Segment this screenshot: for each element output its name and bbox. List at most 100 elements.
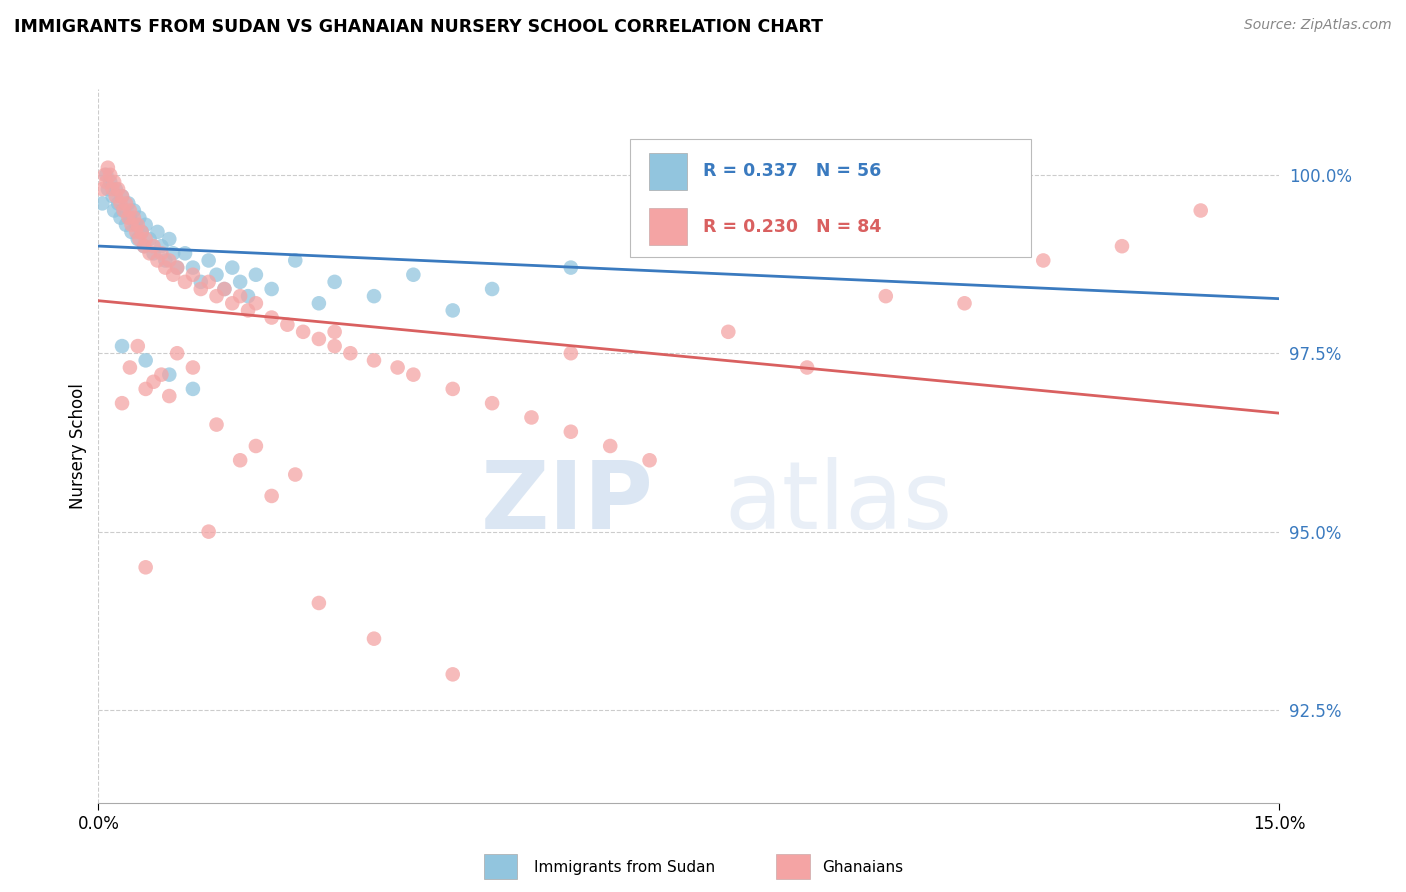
Point: [323, 325, 346, 339]
Point: [284, 467, 307, 482]
Point: [101, 189, 124, 203]
Point: [166, 260, 188, 275]
FancyBboxPatch shape: [648, 209, 686, 245]
Text: Source: ZipAtlas.com: Source: ZipAtlas.com: [1244, 18, 1392, 32]
Point: [363, 632, 385, 646]
Point: [103, 203, 125, 218]
Point: [115, 218, 138, 232]
Point: [107, 196, 129, 211]
Point: [796, 360, 818, 375]
Point: [93, 168, 115, 182]
Text: ZIP: ZIP: [481, 457, 654, 549]
Point: [150, 246, 173, 260]
Point: [128, 232, 150, 246]
Point: [363, 289, 385, 303]
Point: [1111, 239, 1133, 253]
Point: [284, 253, 307, 268]
Point: [121, 225, 143, 239]
Point: [138, 246, 160, 260]
Point: [118, 203, 141, 218]
Point: [101, 182, 124, 196]
Point: [91, 182, 114, 196]
Point: [599, 439, 621, 453]
Point: [174, 275, 197, 289]
Point: [135, 218, 157, 232]
Point: [110, 196, 132, 211]
Point: [308, 332, 330, 346]
Point: [638, 239, 661, 253]
Point: [125, 225, 148, 239]
Point: [157, 253, 180, 268]
Point: [560, 425, 582, 439]
Point: [111, 396, 134, 410]
Point: [236, 303, 259, 318]
Point: [112, 203, 135, 218]
Point: [292, 325, 315, 339]
Point: [402, 368, 425, 382]
Point: [146, 225, 169, 239]
Point: [157, 232, 180, 246]
Point: [125, 218, 148, 232]
Point: [135, 382, 157, 396]
Point: [190, 282, 212, 296]
Point: [245, 439, 267, 453]
Point: [323, 339, 346, 353]
Point: [481, 282, 503, 296]
Point: [127, 339, 149, 353]
Point: [121, 218, 143, 232]
Point: [190, 275, 212, 289]
Point: [205, 289, 228, 303]
Point: [97, 182, 120, 196]
Point: [103, 175, 125, 189]
Point: [214, 282, 236, 296]
Point: [157, 389, 180, 403]
Point: [205, 268, 228, 282]
Point: [96, 168, 118, 182]
Point: [91, 196, 114, 211]
Point: [110, 211, 132, 225]
Point: [339, 346, 361, 360]
Point: [520, 410, 543, 425]
Point: [181, 382, 204, 396]
Point: [402, 268, 425, 282]
Point: [138, 232, 160, 246]
Point: [308, 296, 330, 310]
Point: [127, 218, 149, 232]
Point: [132, 239, 155, 253]
Point: [166, 260, 188, 275]
Point: [118, 360, 141, 375]
Point: [181, 360, 204, 375]
FancyBboxPatch shape: [648, 153, 686, 190]
Point: [1032, 253, 1054, 268]
Text: R = 0.230   N = 84: R = 0.230 N = 84: [703, 218, 882, 235]
Point: [441, 303, 464, 318]
Point: [875, 289, 897, 303]
Point: [229, 289, 252, 303]
Point: [150, 239, 173, 253]
Point: [104, 189, 127, 203]
Text: atlas: atlas: [724, 457, 953, 549]
Point: [953, 296, 976, 310]
Point: [221, 260, 243, 275]
Point: [162, 268, 184, 282]
Text: Immigrants from Sudan: Immigrants from Sudan: [534, 860, 716, 874]
Point: [875, 196, 897, 211]
Point: [229, 453, 252, 467]
Point: [98, 168, 121, 182]
Text: R = 0.337   N = 56: R = 0.337 N = 56: [703, 162, 882, 180]
Point: [127, 232, 149, 246]
Point: [260, 489, 283, 503]
Text: Ghanaians: Ghanaians: [823, 860, 904, 874]
Point: [135, 560, 157, 574]
Point: [197, 275, 219, 289]
Point: [756, 218, 779, 232]
Point: [638, 453, 661, 467]
Point: [560, 260, 582, 275]
Point: [166, 346, 188, 360]
Point: [122, 211, 145, 225]
Point: [118, 211, 141, 225]
Point: [560, 346, 582, 360]
Point: [229, 275, 252, 289]
Point: [97, 161, 120, 175]
Point: [387, 360, 409, 375]
